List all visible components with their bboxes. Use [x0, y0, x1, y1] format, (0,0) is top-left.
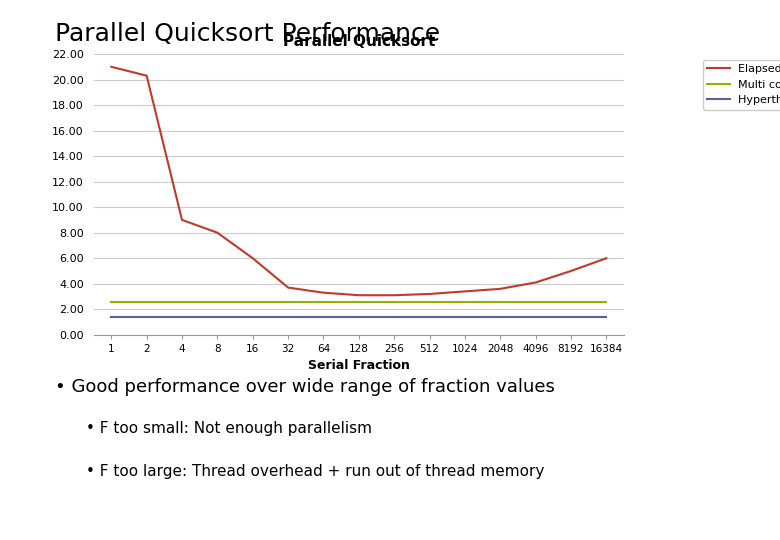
Text: • Good performance over wide range of fraction values: • Good performance over wide range of fr… — [55, 378, 555, 396]
Text: • F too small: Not enough parallelism: • F too small: Not enough parallelism — [86, 421, 372, 436]
Title: Parallel Quicksort: Parallel Quicksort — [282, 33, 435, 49]
Text: • F too large: Thread overhead + run out of thread memory: • F too large: Thread overhead + run out… — [86, 464, 544, 480]
Text: Parallel Quicksort Performance: Parallel Quicksort Performance — [55, 22, 440, 45]
X-axis label: Serial Fraction: Serial Fraction — [308, 360, 410, 373]
Legend: Elapsed seconds, Multi core limit, Hyperthread limit: Elapsed seconds, Multi core limit, Hyper… — [703, 59, 780, 110]
